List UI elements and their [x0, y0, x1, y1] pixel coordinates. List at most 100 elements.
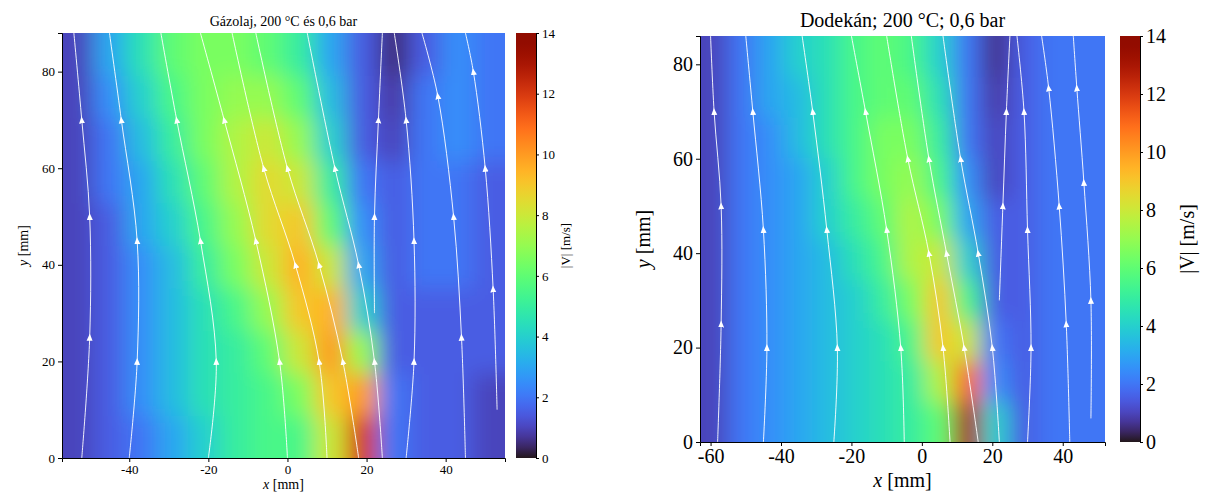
colorbar — [516, 33, 536, 458]
heatmap-cell — [953, 198, 982, 240]
velocity-field — [700, 36, 1105, 442]
axis-line — [58, 34, 63, 459]
tick-label: 12 — [542, 86, 555, 101]
heatmap-cell — [62, 415, 94, 458]
heatmap-cell — [981, 157, 1010, 199]
heatmap-cell — [93, 415, 126, 458]
x-axis-title: x [mm] — [262, 477, 304, 492]
tick-mark — [536, 337, 539, 338]
tick-label: 0 — [683, 431, 693, 453]
heatmap-cell — [981, 36, 1010, 77]
heatmap-cell — [1009, 279, 1038, 321]
heatmap-cell — [125, 75, 158, 119]
chart-title: Gázolaj, 200 °C és 0,6 bar — [210, 14, 358, 29]
heatmap-cell — [784, 360, 813, 402]
heatmap-cell — [840, 360, 869, 402]
tick: 14 — [1140, 25, 1166, 47]
heatmap-cell — [188, 75, 221, 119]
y-axis: 020406080 — [42, 34, 63, 466]
heatmap-cell — [346, 75, 379, 119]
heatmap-cell — [315, 415, 348, 458]
heatmap-cell — [925, 360, 954, 402]
panel: -40-2002040020406080Gázolaj, 200 °C és 0… — [16, 3, 573, 493]
heatmap-cell — [441, 330, 474, 374]
heatmap-cell — [378, 373, 411, 417]
heatmap-cell — [756, 320, 785, 362]
streamlines — [74, 33, 497, 458]
streamlines — [711, 36, 1092, 442]
heatmap-cell — [251, 245, 284, 289]
heatmap-cell — [473, 160, 505, 204]
tick: 0 — [1140, 431, 1156, 453]
heatmap-cell — [925, 279, 954, 321]
heatmap-cell — [1009, 198, 1038, 240]
heatmap-cell — [188, 118, 221, 162]
streamline — [943, 36, 999, 442]
tick: 8 — [1140, 199, 1156, 221]
heatmap-cell — [378, 415, 411, 458]
chart-canvas: -40-2002040020406080Gázolaj, 200 °C és 0… — [0, 0, 1215, 497]
tick-label: 40 — [42, 257, 55, 272]
streamline — [1017, 36, 1031, 442]
heatmap-cell — [1009, 401, 1038, 442]
tick: 6 — [1140, 257, 1156, 279]
heatmap-cell — [62, 245, 94, 289]
tick-mark — [1140, 442, 1143, 443]
heatmap-cell — [981, 239, 1010, 281]
heatmap-cell — [925, 239, 954, 281]
chart-title: Dodekán; 200 °C; 0,6 bar — [800, 9, 1006, 31]
heatmap-cell — [220, 160, 253, 204]
tick-label: -40 — [768, 445, 795, 467]
heatmap-cell — [897, 360, 926, 402]
plot-area — [700, 36, 1105, 442]
streamline — [232, 33, 327, 458]
heatmap-cell — [784, 117, 813, 159]
heatmap-cell — [441, 415, 474, 458]
tick-mark — [696, 64, 700, 65]
tick-label: 40 — [673, 242, 693, 264]
heatmap-cell — [410, 373, 443, 417]
heatmap-cell — [700, 239, 729, 281]
heatmap-cell — [700, 279, 729, 321]
colorbar-axis: 02468101214 — [536, 26, 556, 466]
heatmap-cell — [784, 279, 813, 321]
heatmap-cell — [784, 239, 813, 281]
x-axis: -40-2002040 — [63, 458, 506, 477]
heatmap-cell — [869, 198, 898, 240]
tick: 2 — [536, 390, 549, 405]
tick: 0 — [917, 442, 927, 467]
y-axis-title: y [mm] — [632, 210, 655, 270]
tick-mark — [536, 458, 539, 459]
x-axis-title: x [mm] — [872, 469, 931, 491]
heatmap-cell — [125, 160, 158, 204]
heatmap-cell — [93, 373, 126, 417]
tick-label: 10 — [542, 147, 555, 162]
heatmap-cell — [728, 117, 757, 159]
tick: 40 — [1053, 442, 1073, 467]
tick-label: 14 — [542, 26, 556, 41]
heatmap-cell — [869, 360, 898, 402]
tick-label: 0 — [49, 451, 56, 466]
axis-line — [701, 443, 1106, 447]
heatmap-cell — [700, 36, 729, 77]
heatmap-cell — [283, 330, 316, 374]
tick-mark — [1140, 384, 1143, 385]
tick-label: 2 — [542, 390, 549, 405]
tick: -60 — [698, 442, 725, 467]
heatmap-cell — [125, 203, 158, 247]
heatmap-cell — [812, 76, 841, 118]
x-axis: -60-40-2002040 — [698, 442, 1106, 467]
heatmap-cell — [378, 288, 411, 332]
heatmap-cell — [93, 203, 126, 247]
heatmap-cell — [473, 330, 505, 374]
heatmap-cell — [840, 401, 869, 442]
heatmap-cell — [1066, 157, 1105, 199]
panel: -60-40-2002040020406080Dodekán; 200 °C; … — [632, 6, 1199, 492]
tick: 0 — [285, 458, 292, 477]
tick-mark — [1140, 36, 1143, 37]
tick-label: 40 — [440, 462, 453, 477]
tick-mark — [696, 442, 700, 443]
heatmap-cell — [840, 157, 869, 199]
tick: 0 — [49, 451, 63, 466]
tick: -20 — [200, 458, 217, 477]
